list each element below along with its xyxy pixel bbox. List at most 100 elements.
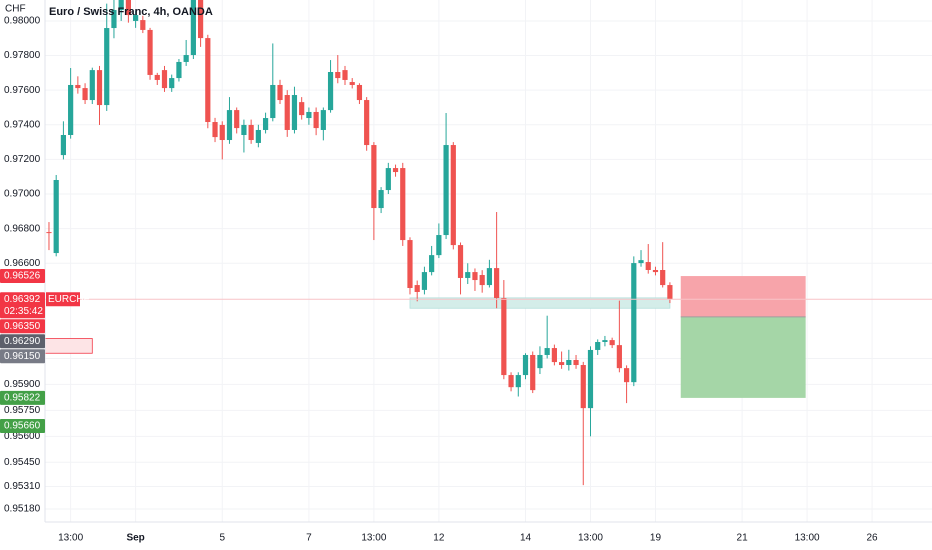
candle-body [580,365,586,409]
y-tick-label: 0.97800 [4,50,41,61]
symbol-label: EURCHF [48,294,90,305]
candle-body [494,268,500,299]
price-badge-label: 0.96526 [4,271,41,282]
candle-body [421,272,428,290]
candle-body [82,88,88,101]
x-tick-label: 13:00 [795,533,820,544]
candle-body [140,20,146,30]
zones [44,276,806,398]
candle-body [544,348,550,355]
candle-body [400,168,406,241]
price-badge [0,349,45,364]
candle-body [255,129,261,143]
zone [409,297,671,309]
candle-body [133,15,139,21]
candle-body [169,78,175,89]
candle-body [118,0,124,11]
candle-body [284,95,290,130]
candle-body [248,124,254,141]
x-tick-label: 5 [219,533,225,544]
price-badge-label: 0.96350 [4,321,41,332]
candle-body [262,118,269,130]
candle-body [623,368,630,383]
candle-body [147,29,153,75]
y-tick-label: 0.97600 [4,85,41,96]
candle-body [53,180,59,254]
price-badge [0,334,45,349]
candle-body [501,298,507,376]
candle-body [587,349,594,409]
x-tick-label: 14 [520,533,532,544]
candle-body [602,340,608,342]
candle-body [450,145,456,246]
candle-body [407,240,413,288]
y-tick-label: 0.95450 [4,457,41,468]
candle-body [205,38,211,123]
candle-body [660,270,666,286]
candle-body [46,232,52,234]
x-tick-label: 7 [306,533,312,544]
price-badge [0,319,45,334]
candle-body [530,354,536,391]
symbol-tag [46,292,80,307]
y-tick-label: 0.95180 [4,504,41,515]
candle-body [154,74,160,80]
candle-body [364,100,370,146]
x-tick-label: 19 [650,533,662,544]
price-badge-label: 0.96150 [4,351,41,362]
candle-body [457,245,464,278]
candle-body [320,110,326,130]
candle-body [183,55,189,62]
candle-body [327,72,334,111]
candle-body [385,168,391,191]
candle-body [436,235,442,256]
candles [46,0,673,486]
candle-body [190,0,196,56]
y-tick-label: 0.98000 [4,16,41,27]
candle-body [414,285,420,292]
candle-body [234,110,240,129]
candle-body [219,124,225,141]
candle-body [508,375,514,388]
zone [44,338,93,354]
candle-body [631,263,637,383]
y-tick-label: 0.95310 [4,481,41,492]
candle-body [566,360,572,366]
candle-body [573,360,579,366]
candle-body [89,70,95,101]
candle-body [515,375,521,388]
candle-body [465,272,471,278]
x-tick-label: 13:00 [578,533,603,544]
candle-body [378,190,384,209]
candle-body [161,70,168,89]
y-tick-label: 0.95900 [4,379,41,390]
candle-body [313,111,319,129]
price-badge [0,292,45,319]
x-tick-label: 12 [433,533,445,544]
candle-body [96,70,103,106]
candle-body [306,111,312,119]
candle-body [667,285,673,300]
candle-body [212,122,218,138]
candle-body [551,348,557,363]
x-tick-label: 13:00 [58,533,83,544]
candle-body [645,262,651,270]
y-tick-label: 0.97400 [4,119,41,130]
candle-body [270,84,276,119]
chart-title: Euro / Swiss Franc, 4h, OANDA [49,6,213,18]
y-tick-label: 0.96800 [4,223,41,234]
stop-zone [680,276,806,317]
candle-body [371,145,377,209]
candle-body [356,84,363,101]
candle-body [429,255,435,273]
candle-body [60,135,67,156]
candle-body [486,268,493,286]
candle-body [638,260,644,264]
y-tick-label: 0.95600 [4,431,41,442]
axes: 0.98000 0.97800 0.97600 0.97400 0.97200 0.970… [4,16,878,544]
candle-body [443,145,449,236]
candle-body [559,362,565,366]
y-tick-label: 0.95750 [4,405,41,416]
candle-body [176,61,182,79]
